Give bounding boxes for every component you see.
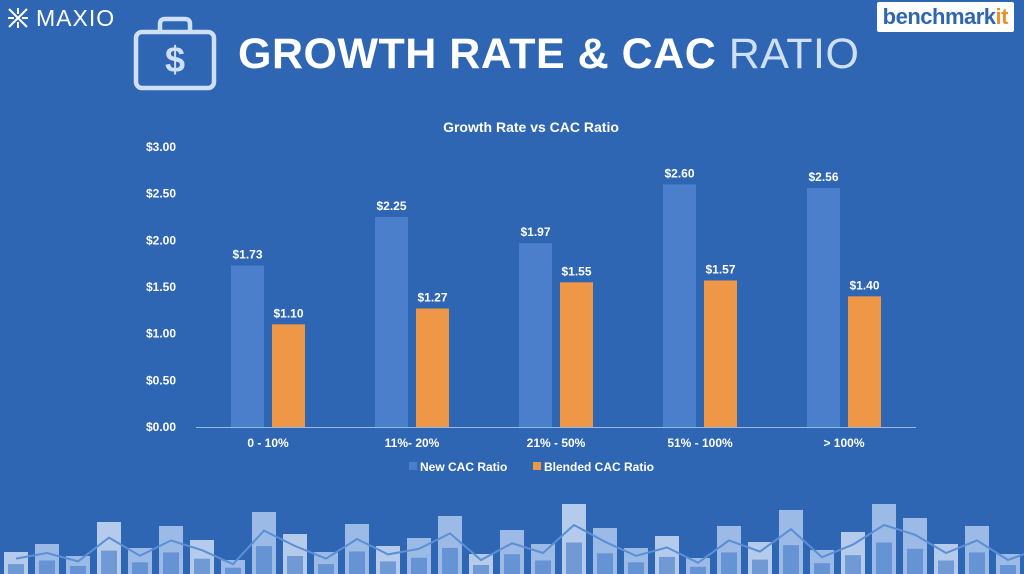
slide-title-row: $ GROWTH RATE & CAC RATIO: [132, 12, 859, 96]
decor-bar-inner: [783, 545, 799, 574]
y-tick-label: $2.50: [146, 187, 176, 201]
bar-data-label: $2.56: [808, 170, 838, 184]
decor-bar-inner: [566, 542, 582, 574]
bar-blended-cac: [848, 296, 881, 427]
benchmarkit-logo-main: benchmark: [882, 4, 996, 29]
decor-bar-inner: [442, 547, 458, 574]
bar-blended-cac: [272, 324, 305, 427]
decor-bar-inner: [628, 562, 644, 574]
x-tick-label: 21% - 50%: [527, 436, 586, 450]
decor-bar-inner: [349, 551, 365, 574]
bar-data-label: $1.55: [561, 264, 591, 278]
bar-data-label: $1.27: [417, 290, 447, 304]
decor-bar-inner: [132, 562, 148, 574]
decor-bar-inner: [535, 560, 551, 574]
decor-bar-inner: [876, 542, 892, 574]
decor-bar-inner: [194, 558, 210, 574]
bar-new-cac: [519, 243, 552, 427]
slide-title-accent: RATIO: [728, 29, 860, 78]
bar-data-label: $1.57: [705, 262, 735, 276]
decor-bar-inner: [287, 556, 303, 574]
slide-title: GROWTH RATE & CAC RATIO: [238, 30, 859, 79]
legend-label-blended-cac: Blended CAC Ratio: [544, 460, 654, 474]
decor-trend-line: [15, 523, 1024, 566]
slide-title-main: GROWTH RATE & CAC: [238, 29, 717, 78]
bar-data-label: $1.97: [520, 225, 550, 239]
decor-bar-inner: [70, 565, 86, 574]
x-tick-label: > 100%: [823, 436, 864, 450]
decor-bar-inner: [101, 550, 117, 574]
decor-bar-inner: [256, 546, 272, 574]
benchmarkit-logo-accent: it: [995, 4, 1009, 29]
bar-blended-cac: [704, 280, 737, 427]
bar-data-label: $1.40: [849, 278, 879, 292]
decor-bar-inner: [380, 561, 396, 574]
svg-text:$: $: [165, 39, 185, 80]
y-tick-label: $2.00: [146, 233, 176, 247]
bar-new-cac: [375, 217, 408, 427]
x-tick-label: 11%- 20%: [385, 436, 440, 450]
y-tick-label: $0.50: [146, 373, 176, 387]
decor-bar-inner: [721, 552, 737, 574]
decor-bar-inner: [8, 564, 24, 574]
decor-bar-inner: [752, 559, 768, 574]
bar-data-label: $1.10: [273, 306, 303, 320]
bar-data-label: $1.73: [232, 248, 262, 262]
maxio-logo-text: MAXIO: [36, 4, 116, 31]
legend-swatch-new-cac: [409, 462, 417, 470]
decor-bar-inner: [473, 565, 489, 574]
decor-bar-inner: [225, 567, 241, 574]
bar-blended-cac: [416, 308, 449, 427]
chart-title: Growth Rate vs CAC Ratio: [443, 119, 619, 135]
bar-new-cac: [807, 188, 840, 427]
x-tick-label: 51% - 100%: [667, 436, 733, 450]
benchmarkit-logo: benchmark it: [876, 2, 1014, 32]
bars-group: $1.73 $1.10 $2.25 $1.27 $1.97 $1.55 $2.60 $1.57…: [231, 166, 881, 427]
chart-legend: New CAC Ratio Blended CAC Ratio: [409, 460, 654, 474]
bar-new-cac: [231, 265, 264, 427]
decor-bar-inner: [814, 563, 830, 574]
y-tick-label: $1.00: [146, 327, 176, 341]
y-tick-label: $1.50: [146, 280, 176, 294]
decor-bar-inner: [318, 564, 334, 574]
legend-label-new-cac: New CAC Ratio: [420, 460, 507, 474]
decor-bar-inner: [163, 552, 179, 574]
decor-bar-inner: [969, 552, 985, 574]
decorative-bar-pattern: [4, 504, 1024, 574]
decor-bar-inner: [39, 560, 55, 574]
x-tick-label: 0 - 10%: [247, 436, 289, 450]
bar-new-cac: [663, 184, 696, 427]
decor-bar-inner: [659, 556, 675, 574]
decor-bar-inner: [597, 553, 613, 574]
x-axis: 0 - 10% 11%- 20% 21% - 50% 51% - 100% > 100%: [247, 436, 865, 450]
decor-bar-inner: [1000, 565, 1016, 574]
decor-bar-inner: [411, 557, 427, 574]
decor-bar-inner: [690, 566, 706, 574]
decor-bar-inner: [845, 555, 861, 574]
money-bag-icon: $: [133, 16, 217, 91]
decor-bar-inner: [504, 554, 520, 574]
bar-data-label: $2.60: [664, 166, 694, 180]
bar-blended-cac: [560, 282, 593, 427]
bar-data-label: $2.25: [376, 199, 406, 213]
maxio-logo: MAXIO: [6, 4, 115, 32]
legend-swatch-blended-cac: [533, 462, 541, 470]
y-tick-label: $3.00: [146, 140, 176, 154]
maxio-star-icon: [8, 8, 28, 28]
decor-bar-inner: [938, 560, 954, 574]
y-axis: $0.00 $0.50 $1.00 $1.50 $2.00 $2.50 $3.00: [146, 140, 176, 434]
decor-bar-inner: [907, 548, 923, 574]
y-tick-label: $0.00: [146, 420, 176, 434]
